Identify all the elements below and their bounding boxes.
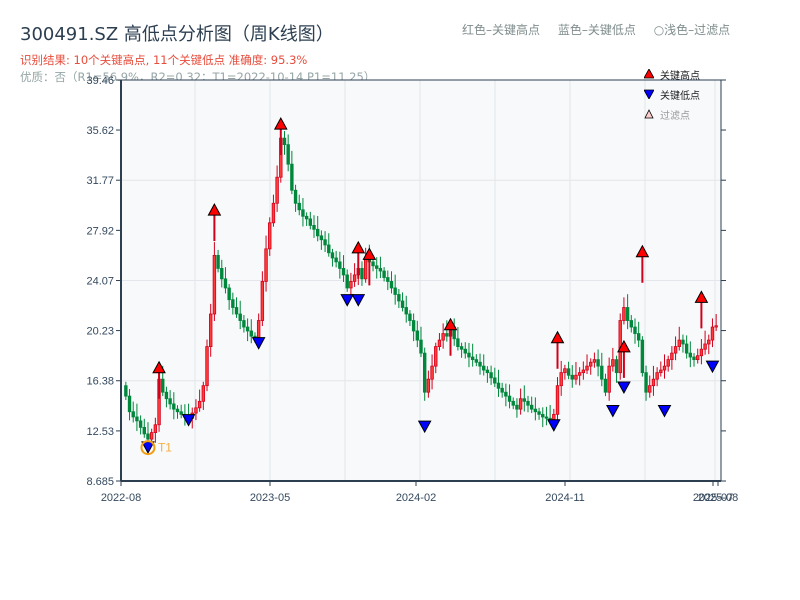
chart-legend: 关键高点 关键低点 过滤点 [644, 64, 700, 124]
legend-item-low: 关键低点 [644, 84, 700, 104]
svg-text:39.46: 39.46 [86, 75, 114, 87]
svg-text:31.77: 31.77 [86, 175, 114, 187]
chart-title: 300491.SZ 高低点分析图（周K线图） [20, 24, 334, 45]
key-point-markers: T1 [140, 117, 720, 456]
svg-text:2022-08: 2022-08 [101, 492, 141, 504]
color-key-low: 蓝色–关键低点 [557, 23, 636, 37]
blue-down-triangle-icon [644, 89, 654, 99]
svg-text:2025-07: 2025-07 [693, 492, 733, 504]
candles [124, 131, 718, 448]
color-key-high: 红色–关键高点 [462, 23, 541, 37]
svg-text:35.62: 35.62 [86, 125, 114, 137]
light-up-triangle-icon [644, 109, 654, 119]
svg-text:27.92: 27.92 [86, 225, 114, 237]
legend-item-high: 关键高点 [644, 64, 700, 84]
svg-text:2025-08: 2025-08 [698, 492, 738, 504]
legend-item-filtered: 过滤点 [644, 104, 700, 124]
svg-text:20.23: 20.23 [86, 326, 114, 338]
svg-text:16.38: 16.38 [86, 376, 114, 388]
color-key-filtered: ○浅色–过滤点 [653, 23, 731, 37]
color-key: 红色–关键高点 蓝色–关键低点 ○浅色–过滤点 [462, 21, 744, 38]
svg-text:T1: T1 [158, 441, 172, 455]
svg-text:2024-11: 2024-11 [545, 492, 585, 504]
svg-text:8.685: 8.685 [86, 476, 114, 488]
result-summary: 识别结果: 10个关键高点, 11个关键低点 准确度: 95.3% [20, 53, 308, 67]
svg-text:2024-02: 2024-02 [396, 492, 436, 504]
svg-text:12.53: 12.53 [86, 426, 114, 438]
red-up-triangle-icon [644, 69, 654, 79]
svg-text:24.07: 24.07 [86, 276, 114, 288]
axes: 8.685 12.53 16.38 20.23 24.07 27.92 31.77 35.62… [86, 75, 738, 504]
svg-text:2023-05: 2023-05 [250, 492, 290, 504]
